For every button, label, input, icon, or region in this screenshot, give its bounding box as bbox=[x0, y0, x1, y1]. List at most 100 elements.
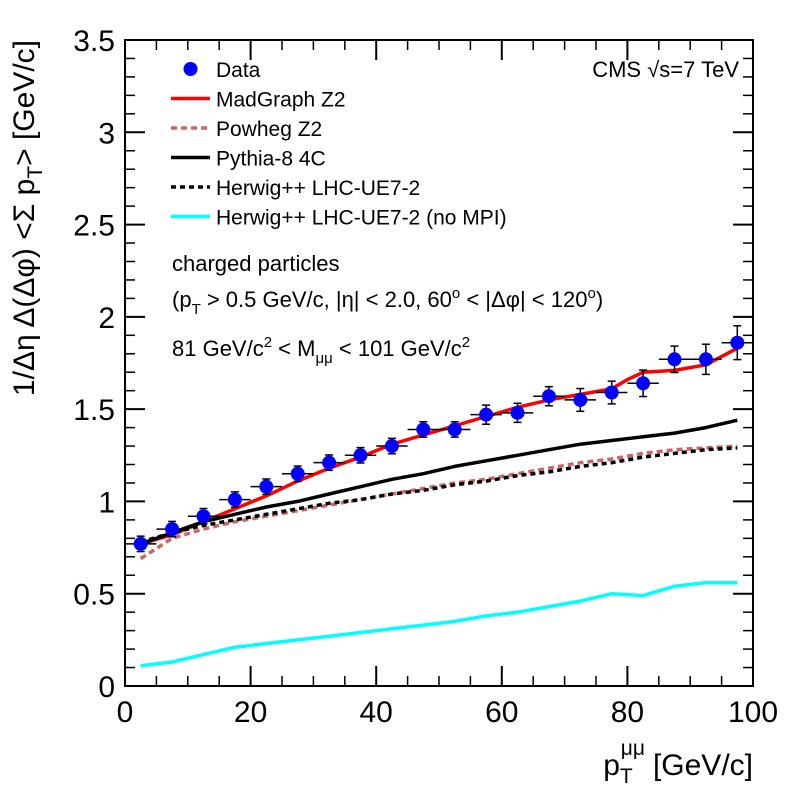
data-point-marker bbox=[698, 352, 713, 367]
series-line-powheg-z2 bbox=[139, 444, 738, 561]
legend-label: Herwig++ LHC-UE7-2 bbox=[216, 177, 420, 200]
legend-label: Data bbox=[216, 59, 261, 82]
data-point bbox=[219, 491, 251, 509]
data-point bbox=[690, 343, 722, 376]
data-point-marker bbox=[133, 536, 148, 551]
data-point bbox=[187, 507, 220, 525]
data-point-marker bbox=[322, 455, 337, 470]
legend-entry-madgraph-z2: MadGraph Z2 bbox=[171, 89, 346, 112]
data-point-marker bbox=[730, 335, 745, 350]
x-axis-title: pTμμ [GeV/c] bbox=[603, 737, 753, 788]
data-point bbox=[627, 369, 659, 398]
data-point bbox=[658, 345, 691, 374]
data-point-marker bbox=[667, 352, 682, 367]
data-point-marker bbox=[479, 407, 494, 422]
data-points bbox=[125, 325, 753, 553]
annotation-mass-c: < 101 GeV/c bbox=[333, 336, 462, 361]
data-point-marker bbox=[636, 376, 651, 391]
legend-entry-data: Data bbox=[183, 59, 261, 82]
series-line-pythia-8-4c bbox=[140, 418, 738, 546]
data-point-marker bbox=[510, 405, 525, 420]
x-tick-label: 80 bbox=[611, 696, 644, 729]
axis-ticks bbox=[124, 39, 754, 687]
data-point bbox=[470, 404, 502, 425]
legend-label: Herwig++ LHC-UE7-2 (no MPI) bbox=[216, 207, 507, 230]
annotation-cuts-b-sup: o bbox=[452, 285, 460, 302]
data-point bbox=[407, 421, 439, 438]
data-point-marker bbox=[447, 422, 462, 437]
y-tick-label: 2 bbox=[98, 302, 115, 335]
series-curves bbox=[139, 346, 739, 668]
series-line-herwig-lhc-ue7-2-no-mpi bbox=[140, 580, 738, 668]
series-line-herwig-lhc-ue7-2 bbox=[140, 446, 738, 544]
data-point bbox=[501, 402, 534, 424]
legend-marker bbox=[183, 62, 198, 76]
data-point bbox=[125, 535, 157, 553]
y-tick-label: 3.5 bbox=[73, 25, 115, 58]
legend-entry-pythia-8-4c: Pythia-8 4C bbox=[171, 148, 326, 171]
data-point bbox=[156, 520, 188, 538]
y-axis-title-main: 1/Δη Δ(Δφ) <Σ p bbox=[8, 179, 41, 396]
annotation-charged-particles: charged particles bbox=[172, 251, 340, 276]
data-point-marker bbox=[573, 392, 588, 407]
x-tick-label: 100 bbox=[728, 696, 778, 729]
y-axis-title-tail: > [GeV/c] bbox=[8, 40, 41, 166]
legend-entry-herwig-lhc-ue7-2-no-mpi: Herwig++ LHC-UE7-2 (no MPI) bbox=[171, 207, 507, 230]
data-point bbox=[596, 380, 628, 405]
x-axis-title-unit: [GeV/c] bbox=[653, 749, 753, 782]
legend-label: MadGraph Z2 bbox=[216, 89, 346, 112]
annotation-cuts-b: > 0.5 GeV/c, |η| < 2.0, 60 bbox=[201, 287, 452, 312]
x-tick-label: 0 bbox=[117, 696, 134, 729]
y-axis-title: 1/Δη Δ(Δφ) <Σ pT> [GeV/c] bbox=[8, 40, 47, 396]
y-tick-label: 3 bbox=[98, 117, 115, 150]
data-point-marker bbox=[165, 522, 180, 537]
data-point bbox=[250, 478, 282, 496]
y-tick-labels: 0 0.5 1 1.5 2 2.5 3 3.5 bbox=[73, 25, 115, 704]
x-axis-title-main: p bbox=[603, 749, 620, 782]
experiment-label: CMS √s=7 TeV bbox=[592, 57, 739, 82]
annotation-mass-window: 81 GeV/c2 < Mμμ < 101 GeV/c2 bbox=[172, 334, 470, 367]
data-point-marker bbox=[353, 448, 368, 463]
data-point bbox=[533, 385, 565, 407]
annotation-cuts-c: < |Δφ| < 120 bbox=[460, 287, 587, 312]
data-point bbox=[439, 421, 471, 438]
data-point-marker bbox=[196, 509, 211, 524]
annotation-mass-a-sup: 2 bbox=[264, 334, 272, 351]
data-point-marker bbox=[290, 466, 305, 481]
annotation-cuts: (pT > 0.5 GeV/c, |η| < 2.0, 60o < |Δφ| <… bbox=[172, 285, 603, 318]
x-axis-title-sub: T bbox=[620, 765, 633, 788]
data-point-marker bbox=[227, 492, 242, 507]
y-tick-label: 2.5 bbox=[73, 210, 115, 243]
x-tick-labels: 0 20 40 60 80 100 bbox=[117, 696, 778, 729]
y-tick-label: 1 bbox=[98, 486, 115, 519]
legend-label: Pythia-8 4C bbox=[216, 148, 326, 171]
legend-entry-herwig-lhc-ue7-2: Herwig++ LHC-UE7-2 bbox=[171, 177, 420, 200]
annotation-cuts-d: ) bbox=[596, 287, 603, 312]
x-tick-label: 20 bbox=[234, 696, 267, 729]
data-point bbox=[282, 465, 314, 483]
data-point bbox=[564, 387, 596, 413]
annotation-mass-b-sub: μμ bbox=[315, 350, 332, 367]
legend-label: Powheg Z2 bbox=[216, 118, 322, 141]
data-point bbox=[313, 454, 345, 472]
x-tick-label: 40 bbox=[360, 696, 393, 729]
data-point-marker bbox=[259, 479, 274, 494]
data-point-marker bbox=[416, 422, 431, 437]
annotation-cuts-a-sub: T bbox=[192, 301, 201, 318]
legend: Data MadGraph Z2 Powheg Z2 Pythia-8 4C Herwi… bbox=[171, 59, 507, 230]
annotation-cuts-c-sup: o bbox=[587, 285, 595, 302]
y-tick-label: 0 bbox=[98, 671, 115, 704]
x-tick-label: 60 bbox=[485, 696, 518, 729]
y-tick-label: 0.5 bbox=[73, 579, 115, 612]
data-point-marker bbox=[604, 385, 619, 400]
x-axis-title-sup: μμ bbox=[621, 737, 645, 760]
data-point-marker bbox=[384, 439, 399, 454]
data-point bbox=[721, 325, 753, 361]
y-tick-label: 1.5 bbox=[73, 394, 115, 427]
annotation-mass-b: < M bbox=[272, 336, 315, 361]
annotation-mass-a: 81 GeV/c bbox=[172, 336, 264, 361]
legend-entry-powheg-z2: Powheg Z2 bbox=[171, 118, 322, 141]
data-point bbox=[344, 446, 377, 464]
annotation-mass-c-sup: 2 bbox=[462, 334, 470, 351]
